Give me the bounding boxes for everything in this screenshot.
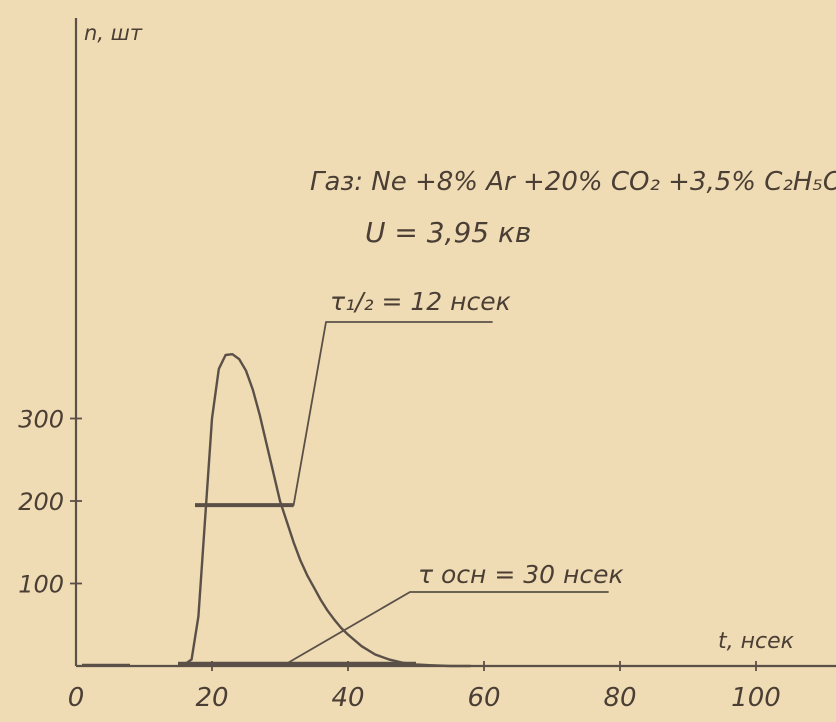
x-tick-label: 40: [331, 683, 364, 713]
y-tick-label: 100: [18, 571, 64, 599]
x-tick-label: 20: [195, 683, 228, 713]
gas-composition-annotation: Газ: Ne +8% Ar +20% CO₂ +3,5% C₂H₅OH: [310, 167, 836, 197]
x-tick-label: 100: [731, 683, 781, 713]
half-width-annotation: τ₁/₂ = 12 нсек: [330, 287, 511, 316]
series-layer: [176, 353, 472, 668]
half-width-leader: [292, 321, 493, 507]
y-tick-label: 300: [18, 406, 64, 434]
base-width-annotation: τ осн = 30 нсек: [418, 560, 624, 589]
distribution-curve: [176, 353, 472, 668]
y-axis-label: n, шт: [84, 21, 143, 45]
voltage-annotation: U = 3,95 кв: [365, 216, 531, 249]
width-markers: [82, 321, 609, 667]
ticks: 0 20 40 60 80 100 100 200 300: [18, 406, 781, 714]
x-tick-label: 80: [603, 683, 636, 713]
x-axis-label: t, нсек: [718, 629, 795, 654]
base-width-leader: [285, 591, 609, 665]
x-tick-label: 0: [68, 683, 85, 713]
x-tick-label: 60: [467, 683, 500, 713]
y-tick-label: 200: [18, 488, 64, 516]
